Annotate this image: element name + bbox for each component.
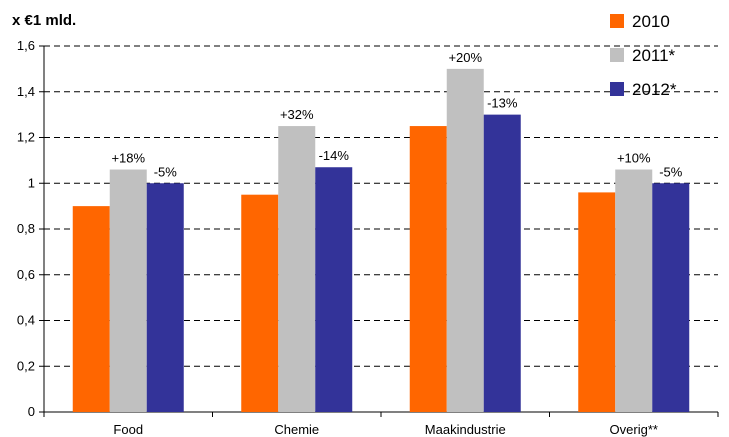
- legend: 2010 2011* 2012*: [610, 12, 677, 99]
- bar: [109, 169, 147, 412]
- x-category-label: Food: [113, 422, 143, 437]
- y-tick-label: 0,4: [17, 313, 35, 328]
- bar-annotation: +20%: [448, 50, 482, 65]
- bar-annotation: -5%: [154, 164, 178, 179]
- bar-annotation: -14%: [319, 148, 350, 163]
- bar-annotations: +18% -5% +32% -14% +20% -13% +10% -5%: [111, 50, 682, 179]
- y-tick-label: 0,8: [17, 221, 35, 236]
- bar: [241, 194, 279, 412]
- bar: [652, 183, 690, 412]
- legend-label: 2010: [632, 12, 670, 31]
- x-axis: Food Chemie Maakindustrie Overig**: [43, 411, 719, 437]
- bar: [483, 114, 521, 412]
- bar: [409, 126, 447, 412]
- bar-annotation: +32%: [280, 107, 314, 122]
- y-tick-label: 1,2: [17, 130, 35, 145]
- bar-annotation: +18%: [111, 151, 145, 166]
- bar: [578, 192, 616, 412]
- x-category-label: Overig**: [610, 422, 658, 437]
- y-tick-label: 0: [28, 404, 35, 419]
- y-axis: 0 0,2 0,4 0,6 0,8 1 1,2 1,4 1,6: [17, 38, 45, 419]
- bar: [146, 183, 184, 412]
- bar: [446, 68, 484, 412]
- legend-swatch: [610, 82, 624, 96]
- unit-label: x €1 mld.: [12, 12, 76, 29]
- legend-swatch: [610, 14, 624, 28]
- legend-swatch: [610, 48, 624, 62]
- legend-label: 2011*: [632, 46, 676, 65]
- bars: [72, 68, 690, 412]
- x-category-label: Maakindustrie: [425, 422, 506, 437]
- bar-annotation: -13%: [487, 96, 518, 111]
- y-tick-label: 1,6: [17, 38, 35, 53]
- y-tick-label: 0,6: [17, 267, 35, 282]
- legend-label: 2012*: [632, 80, 677, 99]
- y-tick-label: 1: [28, 175, 35, 190]
- y-tick-label: 1,4: [17, 84, 35, 99]
- bar: [72, 206, 110, 412]
- bar: [278, 126, 316, 412]
- bar: [615, 169, 653, 412]
- bar-annotation: -5%: [659, 164, 683, 179]
- bar-annotation: +10%: [617, 151, 651, 166]
- y-tick-label: 0,2: [17, 358, 35, 373]
- x-category-label: Chemie: [274, 422, 319, 437]
- bar: [315, 167, 353, 412]
